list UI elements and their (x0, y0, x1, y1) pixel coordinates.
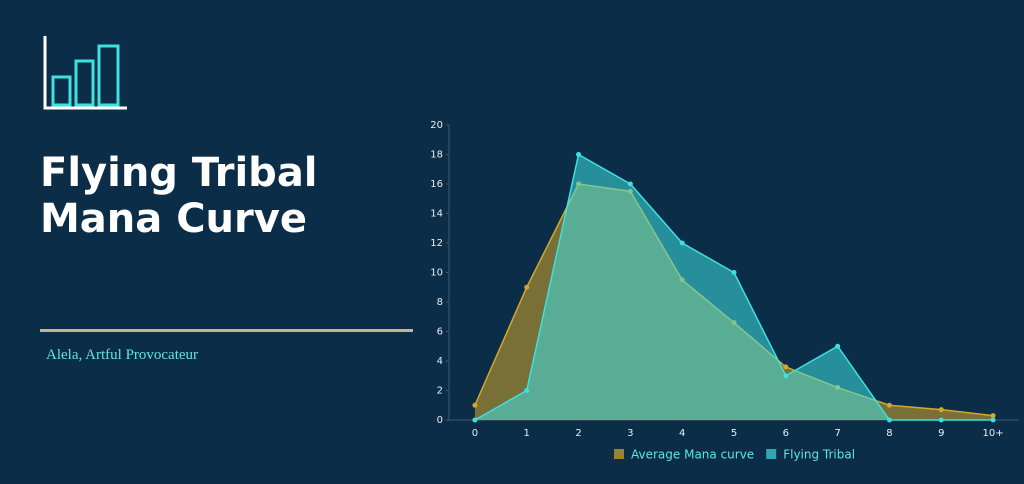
area (474, 154, 994, 420)
point (627, 181, 633, 187)
point (472, 402, 478, 408)
x-tick-label: 1 (524, 428, 530, 439)
y-tick-label: 12 (430, 238, 443, 249)
y-tick-label: 20 (430, 120, 443, 131)
point (886, 417, 892, 423)
x-tick-label: 5 (731, 428, 737, 439)
logo-icon (43, 36, 127, 110)
y-tick-label: 10 (430, 268, 443, 279)
subtitle: Alela, Artful Provocateur (46, 347, 199, 363)
point (990, 417, 996, 423)
x-tick-label: 6 (783, 428, 789, 439)
x-tick-label: 4 (679, 428, 685, 439)
x-tick-label: 9 (938, 428, 944, 439)
chart-title: Flying Tribal Mana Curve (40, 150, 318, 242)
point (938, 407, 944, 413)
point (938, 417, 944, 423)
y-tick-label: 16 (430, 179, 443, 190)
x-tick-label: 10+ (983, 428, 1004, 439)
y-tick-label: 0 (437, 415, 443, 426)
point (472, 417, 478, 423)
legend-label: Average Mana curve (631, 448, 754, 462)
point (731, 270, 737, 275)
point (886, 402, 892, 408)
y-tick-label: 18 (430, 150, 443, 161)
y-tick-label: 8 (437, 297, 443, 308)
point (783, 373, 789, 379)
y-tick-label: 6 (437, 327, 443, 338)
x-tick-label: 0 (472, 428, 478, 439)
point (990, 413, 996, 419)
divider (40, 329, 413, 332)
x-tick-label: 7 (834, 428, 840, 439)
point (679, 240, 685, 246)
point (524, 388, 530, 393)
point (783, 364, 789, 370)
y-tick-label: 14 (430, 209, 443, 220)
x-tick-label: 3 (627, 428, 633, 439)
x-tick-label: 8 (886, 428, 892, 439)
point (524, 284, 530, 290)
point (576, 152, 582, 157)
legend-swatch (614, 449, 624, 459)
y-tick-label: 2 (437, 386, 443, 397)
y-tick-label: 4 (437, 356, 443, 367)
legend-label: Flying Tribal (783, 448, 855, 462)
point (835, 343, 841, 349)
x-tick-label: 2 (575, 428, 581, 439)
legend-swatch (766, 449, 777, 459)
